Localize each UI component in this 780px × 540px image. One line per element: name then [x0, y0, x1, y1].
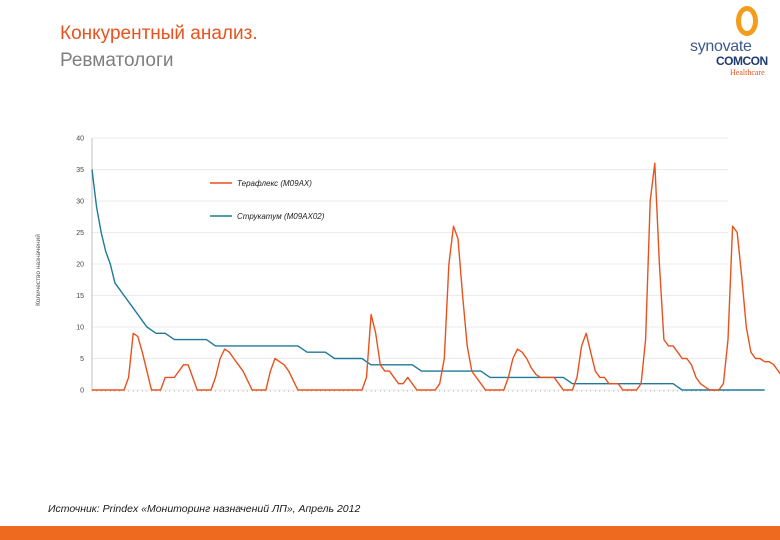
series-line — [92, 162, 780, 391]
logo-text-comcon: COMCON — [716, 54, 768, 68]
source-note: Источник: Prindex «Мониторинг назначений… — [48, 503, 361, 515]
y-tick-label: 5 — [80, 356, 84, 363]
page-title: Конкурентный анализ. Ревматологи — [60, 20, 258, 74]
y-tick-label: 10 — [76, 325, 84, 332]
chart-legend: Терафлекс (M09AX) Струкатум (M09AX02) — [210, 179, 325, 221]
logo-ring-icon — [736, 6, 758, 36]
logo-text-healthcare: Healthcare — [730, 68, 765, 77]
legend-label: Струкатум (M09AX02) — [237, 212, 325, 221]
y-axis-label: Количество назначений — [34, 234, 42, 306]
legend-label: Терафлекс (M09AX) — [237, 179, 312, 188]
series-line — [91, 169, 765, 391]
y-tick-label: 25 — [76, 230, 84, 237]
y-tick-label: 20 — [76, 262, 84, 269]
y-tick-label: 0 — [80, 388, 84, 395]
title-line-1: Конкурентный анализ. — [60, 23, 258, 44]
series-lines — [91, 162, 780, 391]
title-line-2: Ревматологи — [60, 50, 174, 71]
bottom-accent-bar — [0, 526, 780, 540]
synovate-comcon-logo: synovate COMCON Healthcare — [676, 4, 776, 78]
y-tick-label: 40 — [76, 136, 84, 143]
y-tick-label: 30 — [76, 199, 84, 206]
line-chart: 0 5 10 15 20 25 30 35 40 Терафлекс (M09AX) Струка… — [34, 136, 780, 395]
grid-lines — [91, 137, 728, 391]
logo-text-synovate: synovate — [690, 38, 752, 55]
y-axis-ticks: 0 5 10 15 20 25 30 35 40 — [76, 136, 84, 395]
y-tick-label: 35 — [76, 167, 84, 174]
y-tick-label: 15 — [76, 293, 84, 300]
